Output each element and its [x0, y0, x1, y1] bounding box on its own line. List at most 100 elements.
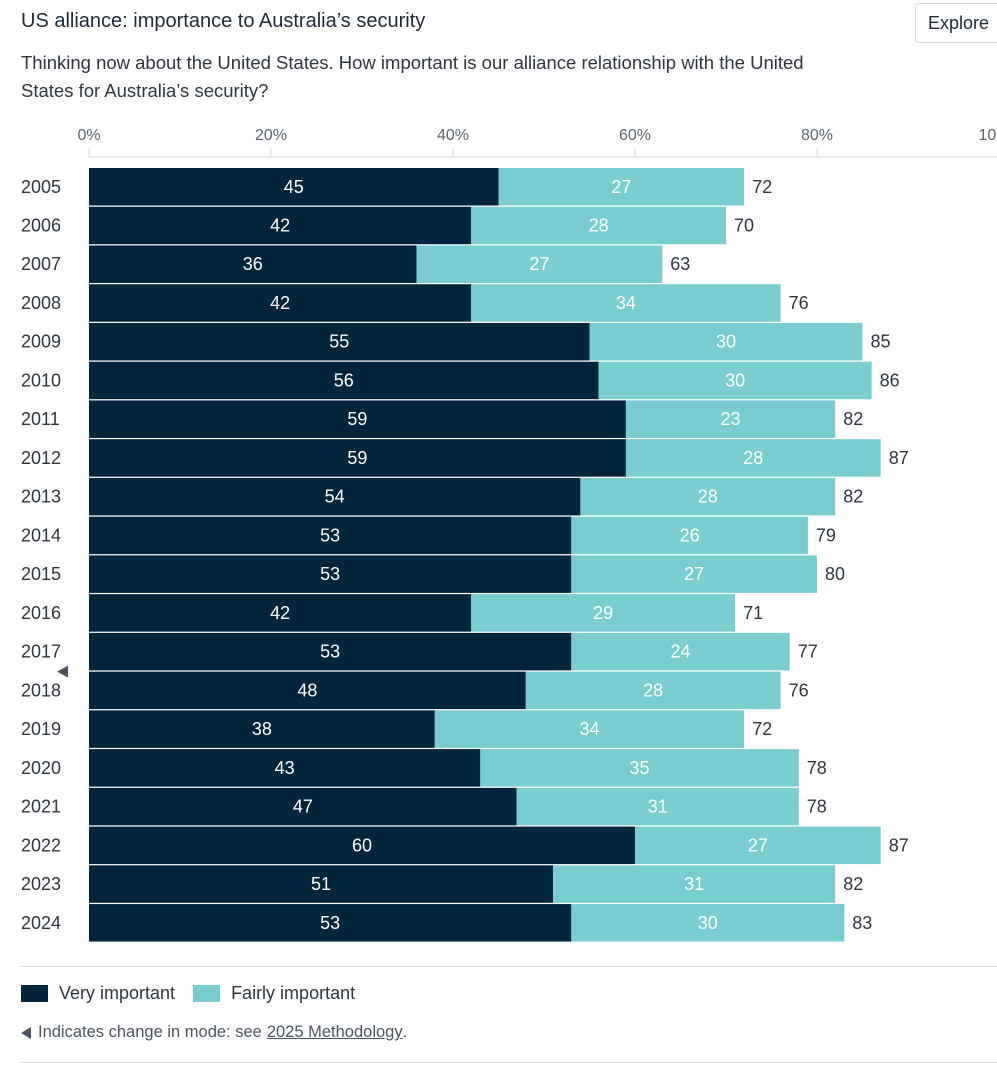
bar-fairly: [434, 710, 745, 748]
legend-swatch-fairly: [193, 985, 221, 1002]
note-text: Indicates change in mode: see: [38, 1023, 262, 1041]
bar-fairly: [625, 439, 881, 477]
bar-very: [89, 168, 499, 206]
bar-fairly: [471, 594, 736, 632]
legend: Very important Fairly important: [21, 983, 355, 1004]
bar-very: [89, 245, 417, 283]
bar-value-label: 43: [275, 758, 295, 778]
y-category-label: 2006: [21, 215, 61, 235]
bar-fairly: [471, 206, 726, 245]
legend-label-fairly: Fairly important: [231, 983, 356, 1003]
bar-fairly: [625, 400, 836, 438]
methodology-link[interactable]: 2025 Methodology: [266, 1023, 403, 1041]
bar-value-label: 51: [311, 874, 331, 894]
bar-value-label: 59: [347, 409, 367, 429]
bar-value-label: 53: [320, 564, 340, 584]
explore-button[interactable]: Explore: [915, 3, 997, 43]
triangle-left-icon: [21, 1026, 31, 1039]
y-category-label: 2005: [21, 177, 61, 197]
bar-value-label: 38: [252, 719, 272, 739]
x-tick-label: 0%: [77, 127, 100, 144]
total-label: 83: [852, 913, 872, 933]
total-label: 76: [789, 293, 809, 313]
bar-value-label: 36: [243, 254, 263, 274]
bar-value-label: 27: [684, 564, 704, 584]
y-category-label: 2011: [21, 409, 60, 429]
chart-subtitle: Thinking now about the United States. Ho…: [21, 52, 804, 101]
bar-value-label: 34: [579, 719, 599, 739]
bar-very: [89, 632, 572, 671]
total-label: 82: [843, 874, 863, 894]
bar-very: [89, 749, 481, 787]
bar-very: [89, 322, 590, 361]
total-label: 77: [798, 642, 818, 662]
x-tick-label: 40%: [437, 127, 469, 144]
note-suffix: .: [402, 1023, 408, 1041]
bar-fairly: [471, 284, 781, 322]
y-category-label: 2010: [21, 370, 61, 390]
bar-fairly: [480, 749, 799, 787]
y-category-label: 2016: [21, 603, 61, 623]
y-category-label: 2013: [21, 487, 61, 507]
bar-fairly: [571, 904, 845, 942]
bar-value-label: 23: [721, 409, 741, 429]
total-label: 82: [843, 409, 863, 429]
bar-value-label: 35: [630, 758, 650, 778]
bar-very: [89, 477, 581, 516]
total-label: 72: [752, 177, 772, 197]
x-tick-label: 60%: [619, 127, 651, 144]
bar-very: [89, 787, 517, 826]
total-label: 87: [889, 448, 909, 468]
bar-value-label: 30: [698, 913, 718, 933]
bar-value-label: 30: [716, 332, 736, 352]
bar-value-label: 48: [297, 680, 317, 700]
total-label: 79: [816, 525, 836, 545]
y-category-label: 2023: [21, 874, 61, 894]
bar-value-label: 47: [293, 797, 313, 817]
bar-fairly: [416, 245, 663, 283]
bar-value-label: 34: [616, 293, 636, 313]
bar-value-label: 26: [680, 525, 700, 545]
bar-fairly: [553, 865, 836, 903]
bar-value-label: 42: [270, 293, 290, 313]
x-tick-label: 80%: [801, 127, 833, 144]
y-category-label: 2012: [21, 448, 61, 468]
bar-value-label: 42: [270, 215, 290, 235]
bar-very: [89, 710, 435, 748]
bar-fairly: [571, 555, 817, 593]
bar-value-label: 28: [743, 448, 763, 468]
bar-value-label: 54: [325, 487, 345, 507]
y-category-label: 2020: [21, 758, 61, 778]
total-label: 71: [743, 603, 763, 623]
bar-value-label: 30: [725, 370, 745, 390]
total-label: 63: [670, 254, 690, 274]
bar-value-label: 45: [284, 177, 304, 197]
bar-very: [89, 865, 554, 903]
bar-value-label: 59: [347, 448, 367, 468]
legend-label-very: Very important: [59, 983, 176, 1003]
bar-value-label: 24: [670, 642, 690, 662]
bar-fairly: [525, 671, 781, 710]
bar-fairly: [589, 322, 863, 361]
bar-fairly: [571, 632, 790, 671]
y-category-label: 2015: [21, 564, 61, 584]
bar-fairly: [571, 516, 808, 555]
y-category-label: 2017: [21, 642, 61, 662]
total-label: 80: [825, 564, 845, 584]
bar-value-label: 31: [648, 797, 668, 817]
divider: [21, 966, 997, 967]
bar-value-label: 27: [529, 254, 549, 274]
bar-fairly: [580, 477, 836, 516]
divider-bottom: [21, 1062, 997, 1063]
y-category-label: 2007: [21, 254, 61, 274]
total-label: 82: [843, 487, 863, 507]
y-category-label: 2022: [21, 835, 61, 855]
y-category-label: 2018: [21, 680, 61, 700]
bar-value-label: 28: [643, 680, 663, 700]
mode-change-marker-icon: [57, 665, 68, 678]
bar-value-label: 31: [684, 874, 704, 894]
bar-value-label: 28: [589, 215, 609, 235]
y-category-label: 2019: [21, 719, 61, 739]
bar-very: [89, 361, 599, 400]
bar-very: [89, 400, 626, 438]
